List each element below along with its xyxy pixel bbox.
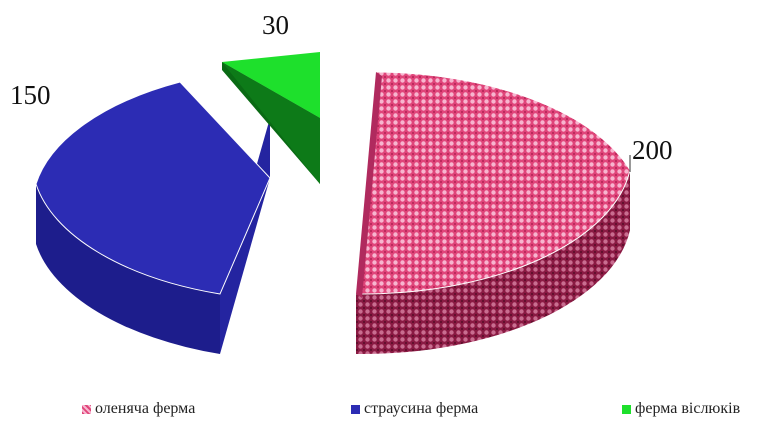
legend-label-3: ферма віслюків bbox=[635, 400, 741, 417]
slice-top-2 bbox=[35, 81, 271, 295]
data-label-3: 30 bbox=[262, 10, 289, 40]
legend-item-2: страусина ферма bbox=[351, 400, 478, 418]
slice-face-3b bbox=[222, 62, 320, 184]
legend-item-1: оленяча ферма bbox=[82, 400, 195, 418]
legend-item-3: ферма віслюків bbox=[622, 400, 740, 418]
slice-side-2 bbox=[36, 184, 220, 354]
slice-top-1 bbox=[355, 71, 631, 295]
legend-label-2: страусина ферма bbox=[364, 400, 479, 417]
data-label-2: 150 bbox=[10, 80, 51, 110]
legend-swatch-2 bbox=[351, 404, 360, 414]
legend-label-1: оленяча ферма bbox=[95, 400, 196, 417]
slice-depth-edge-1 bbox=[356, 72, 382, 298]
slice-top-3 bbox=[222, 52, 320, 118]
data-label-1: 200 bbox=[632, 135, 673, 165]
slice-side-1 bbox=[356, 170, 630, 355]
legend: оленяча ферма страусина ферма ферма вісл… bbox=[0, 400, 776, 422]
legend-swatch-1 bbox=[82, 404, 91, 414]
legend-swatch-3 bbox=[622, 404, 631, 414]
